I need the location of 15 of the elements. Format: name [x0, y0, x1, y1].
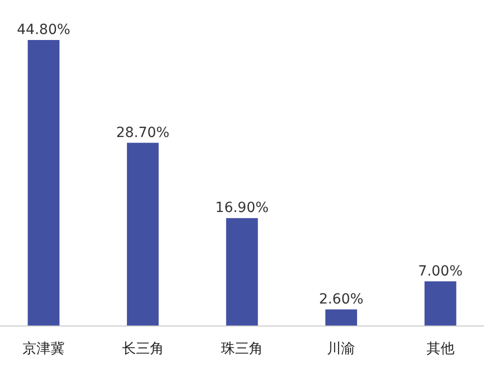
data-label: 28.70%: [116, 124, 170, 141]
bar: [126, 142, 159, 326]
data-label: 44.80%: [16, 22, 70, 38]
x-tick-label: 珠三角: [221, 341, 263, 357]
data-label: 16.90%: [215, 200, 269, 216]
bar: [226, 218, 258, 326]
x-tick-label: 长三角: [122, 341, 164, 357]
data-label: 2.60%: [318, 291, 364, 308]
bar: [424, 281, 456, 326]
bar: [325, 309, 358, 326]
x-tick-label: 其他: [426, 341, 454, 357]
x-tick-label: 京津冀: [22, 341, 65, 357]
bar: [28, 40, 60, 326]
data-label: 7.00%: [418, 263, 463, 280]
x-tick-label: 川渝: [327, 341, 356, 357]
